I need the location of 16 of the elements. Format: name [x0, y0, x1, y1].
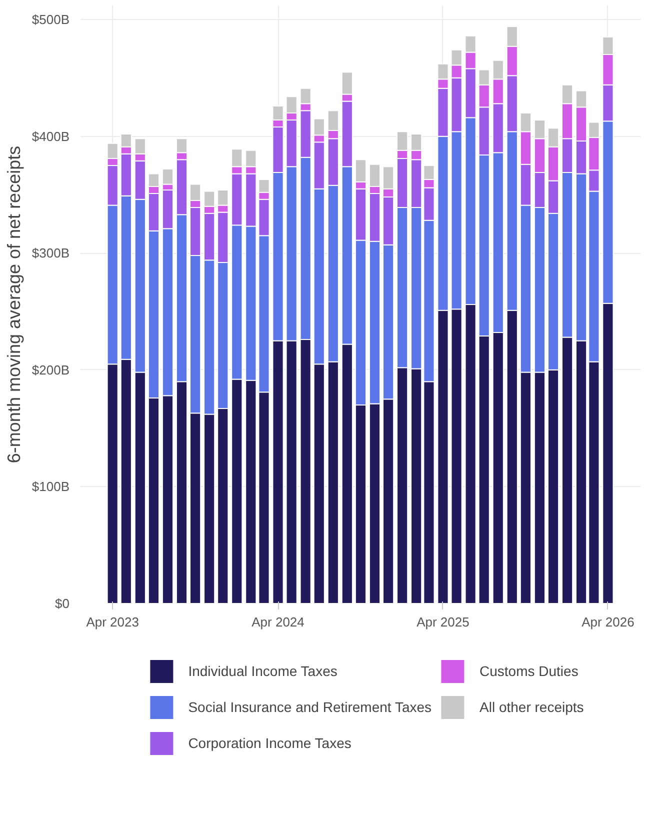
legend-label: All other receipts	[480, 699, 584, 715]
legend-label: Customs Duties	[480, 663, 578, 679]
y-tick-label: $400B	[32, 128, 70, 144]
legend-label: Social Insurance and Retirement Taxes	[188, 699, 432, 715]
y-axis-title: 6-month moving average of net receipts	[4, 146, 24, 464]
x-tick-label: Apr 2024	[252, 614, 304, 630]
y-tick-label: $500B	[32, 12, 70, 28]
x-tick-label: Apr 2026	[582, 614, 634, 630]
legend-label: Corporation Income Taxes	[188, 735, 352, 751]
legend-label: Individual Income Taxes	[188, 663, 338, 679]
x-tick-label: Apr 2023	[86, 614, 139, 630]
y-tick-label: $100B	[32, 479, 70, 494]
x-tick-label: Apr 2025	[416, 614, 470, 630]
y-tick-label: $300B	[32, 246, 70, 261]
y-tick-label: $200B	[32, 362, 70, 378]
y-tick-label: $0	[55, 596, 70, 611]
